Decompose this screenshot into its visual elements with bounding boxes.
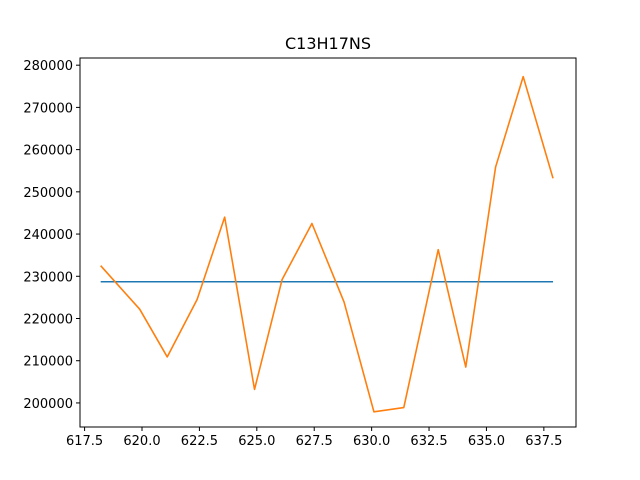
plot-frame: [79, 57, 577, 428]
x-axis: 617.5 620.0 622.5 625.0 627.5 630.0 632.5 635.0…: [66, 427, 562, 449]
y-tick-label: 210000: [23, 355, 73, 370]
x-tick-label: 630.0: [353, 434, 390, 449]
y-tick-label: 270000: [23, 101, 73, 116]
series-line-2: [100, 75, 554, 413]
y-tick-label: 280000: [23, 59, 73, 74]
x-tick-label: 625.0: [238, 434, 275, 449]
x-tick-label: 627.5: [296, 434, 333, 449]
y-tick-label: 200000: [23, 397, 73, 412]
y-tick-label: 230000: [23, 270, 73, 285]
y-tick-label: 260000: [23, 144, 73, 159]
chart-title: C13H17NS: [285, 34, 371, 53]
x-tick-label: 635.0: [468, 434, 505, 449]
y-tick-label: 250000: [23, 186, 73, 201]
x-tick-label: 637.5: [525, 434, 562, 449]
y-axis: 200000 210000 220000 230000 240000 250000 2600…: [23, 59, 80, 412]
x-tick-label: 622.5: [181, 434, 218, 449]
x-tick-label: 620.0: [123, 434, 160, 449]
x-tick-label: 617.5: [66, 434, 103, 449]
y-tick-label: 240000: [23, 228, 73, 243]
plot-area: [100, 75, 554, 413]
x-tick-label: 632.5: [410, 434, 447, 449]
y-tick-label: 220000: [23, 312, 73, 327]
